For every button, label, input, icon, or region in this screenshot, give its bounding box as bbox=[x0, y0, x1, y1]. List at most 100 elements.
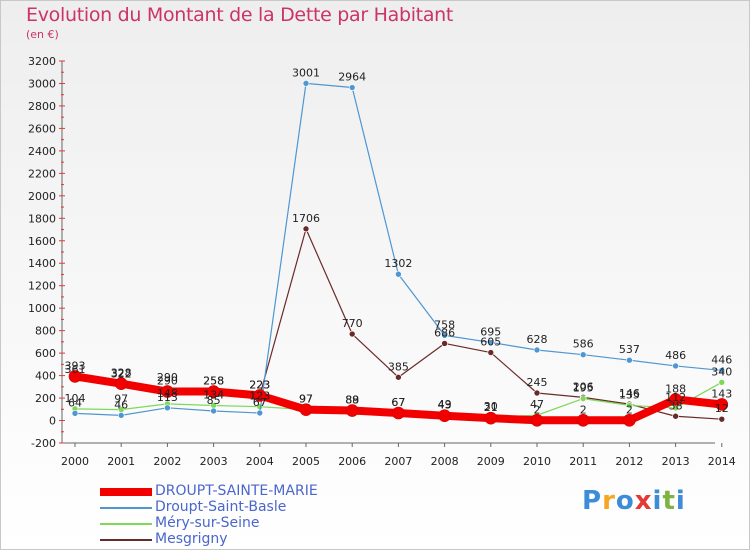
x-tick-label: 2002 bbox=[153, 455, 181, 468]
data-point bbox=[395, 373, 402, 381]
legend-swatch bbox=[100, 539, 152, 541]
data-label: 85 bbox=[207, 394, 221, 407]
data-label: 258 bbox=[203, 375, 224, 388]
data-label: 88 bbox=[345, 394, 359, 407]
logo-letter: P bbox=[582, 486, 603, 516]
y-tick-label: 0 bbox=[49, 415, 56, 428]
data-label: 290 bbox=[157, 371, 178, 384]
data-label: 223 bbox=[249, 378, 270, 391]
y-tick-label: 2600 bbox=[28, 122, 56, 135]
data-point bbox=[348, 84, 356, 91]
data-point bbox=[438, 409, 451, 422]
y-tick-label: 1000 bbox=[28, 302, 56, 315]
x-tick-label: 2007 bbox=[384, 455, 412, 468]
y-tick-label: 200 bbox=[35, 392, 56, 405]
data-point bbox=[302, 225, 310, 233]
data-point bbox=[71, 410, 79, 417]
x-tick-label: 2010 bbox=[523, 455, 551, 468]
x-tick-label: 2001 bbox=[107, 455, 135, 468]
data-point bbox=[302, 80, 310, 87]
y-tick-label: 2800 bbox=[28, 100, 56, 113]
y-tick-label: 1800 bbox=[28, 212, 56, 225]
data-label: 361 bbox=[65, 363, 86, 376]
data-point bbox=[533, 389, 541, 397]
data-label: 143 bbox=[711, 387, 732, 400]
legend-label: DROUPT-SAINTE-MARIE bbox=[155, 483, 318, 499]
data-label: 49 bbox=[438, 398, 452, 411]
data-point bbox=[164, 404, 171, 412]
data-label: 446 bbox=[711, 353, 732, 366]
data-point bbox=[579, 351, 587, 358]
data-point bbox=[669, 393, 682, 406]
data-point bbox=[253, 389, 267, 402]
data-label: 770 bbox=[342, 317, 363, 330]
data-label: 340 bbox=[711, 365, 732, 378]
logo-letter: t bbox=[662, 486, 676, 516]
data-label: 258 bbox=[203, 375, 224, 388]
data-label: 385 bbox=[388, 360, 409, 373]
data-point bbox=[576, 414, 590, 427]
data-label: 112 bbox=[665, 391, 686, 404]
data-label: 695 bbox=[480, 325, 501, 338]
x-tick-label: 2004 bbox=[246, 455, 274, 468]
y-tick-label: 3000 bbox=[28, 77, 56, 90]
data-label: 97 bbox=[114, 393, 128, 406]
logo-letter: r bbox=[602, 486, 616, 516]
data-label: 97 bbox=[299, 393, 313, 406]
y-tick-label: -200 bbox=[31, 437, 56, 450]
y-tick-label: 2200 bbox=[28, 167, 56, 180]
y-tick-label: 800 bbox=[35, 325, 56, 338]
data-point bbox=[718, 415, 726, 423]
data-label: 3001 bbox=[292, 66, 320, 79]
data-label: 195 bbox=[573, 382, 594, 395]
data-label: 113 bbox=[157, 391, 178, 404]
data-label: 46 bbox=[114, 398, 128, 411]
data-point bbox=[487, 339, 495, 346]
y-tick-label: 2000 bbox=[28, 190, 56, 203]
data-label: 67 bbox=[391, 396, 405, 409]
y-tick-label: 600 bbox=[35, 347, 56, 360]
data-point bbox=[579, 395, 587, 402]
data-point bbox=[299, 403, 313, 416]
data-label: 64 bbox=[68, 396, 82, 409]
logo-letter: x bbox=[634, 486, 653, 516]
data-point bbox=[715, 398, 729, 411]
data-label: 393 bbox=[65, 359, 86, 372]
logo-letter: i bbox=[652, 486, 663, 516]
data-label: 486 bbox=[665, 349, 686, 362]
data-point bbox=[395, 270, 402, 278]
data-label: 67 bbox=[253, 396, 267, 409]
data-label: 123 bbox=[249, 390, 270, 403]
data-label: 758 bbox=[434, 318, 455, 331]
data-point bbox=[672, 362, 679, 370]
x-tick-label: 2013 bbox=[662, 455, 690, 468]
data-label: 1706 bbox=[292, 212, 320, 225]
data-point bbox=[530, 414, 544, 427]
y-tick-label: 400 bbox=[35, 370, 56, 383]
proxiti-logo: Proxiti bbox=[582, 486, 686, 516]
chart-unit: (en €) bbox=[26, 28, 59, 41]
data-point bbox=[207, 385, 220, 398]
data-label: 2 bbox=[626, 403, 633, 416]
data-label: 146 bbox=[619, 387, 640, 400]
data-label: 537 bbox=[619, 343, 640, 356]
y-tick-label: 1400 bbox=[28, 257, 56, 270]
data-point bbox=[210, 407, 217, 415]
data-label: 47 bbox=[530, 398, 544, 411]
data-point bbox=[345, 404, 359, 417]
data-label: 686 bbox=[434, 326, 455, 339]
data-point bbox=[626, 356, 633, 364]
data-label: 43 bbox=[438, 399, 452, 412]
y-tick-label: 3200 bbox=[28, 55, 56, 68]
legend-label: Méry-sur-Seine bbox=[155, 515, 260, 531]
data-label: 628 bbox=[527, 333, 548, 346]
data-label: 245 bbox=[527, 376, 548, 389]
x-tick-label: 2003 bbox=[200, 455, 228, 468]
data-point bbox=[161, 385, 174, 398]
data-label: 12 bbox=[715, 402, 729, 415]
x-tick-label: 2012 bbox=[615, 455, 643, 468]
data-point bbox=[256, 409, 264, 417]
y-tick-label: 1200 bbox=[28, 280, 56, 293]
data-point bbox=[484, 411, 498, 425]
x-tick-label: 2006 bbox=[338, 455, 366, 468]
